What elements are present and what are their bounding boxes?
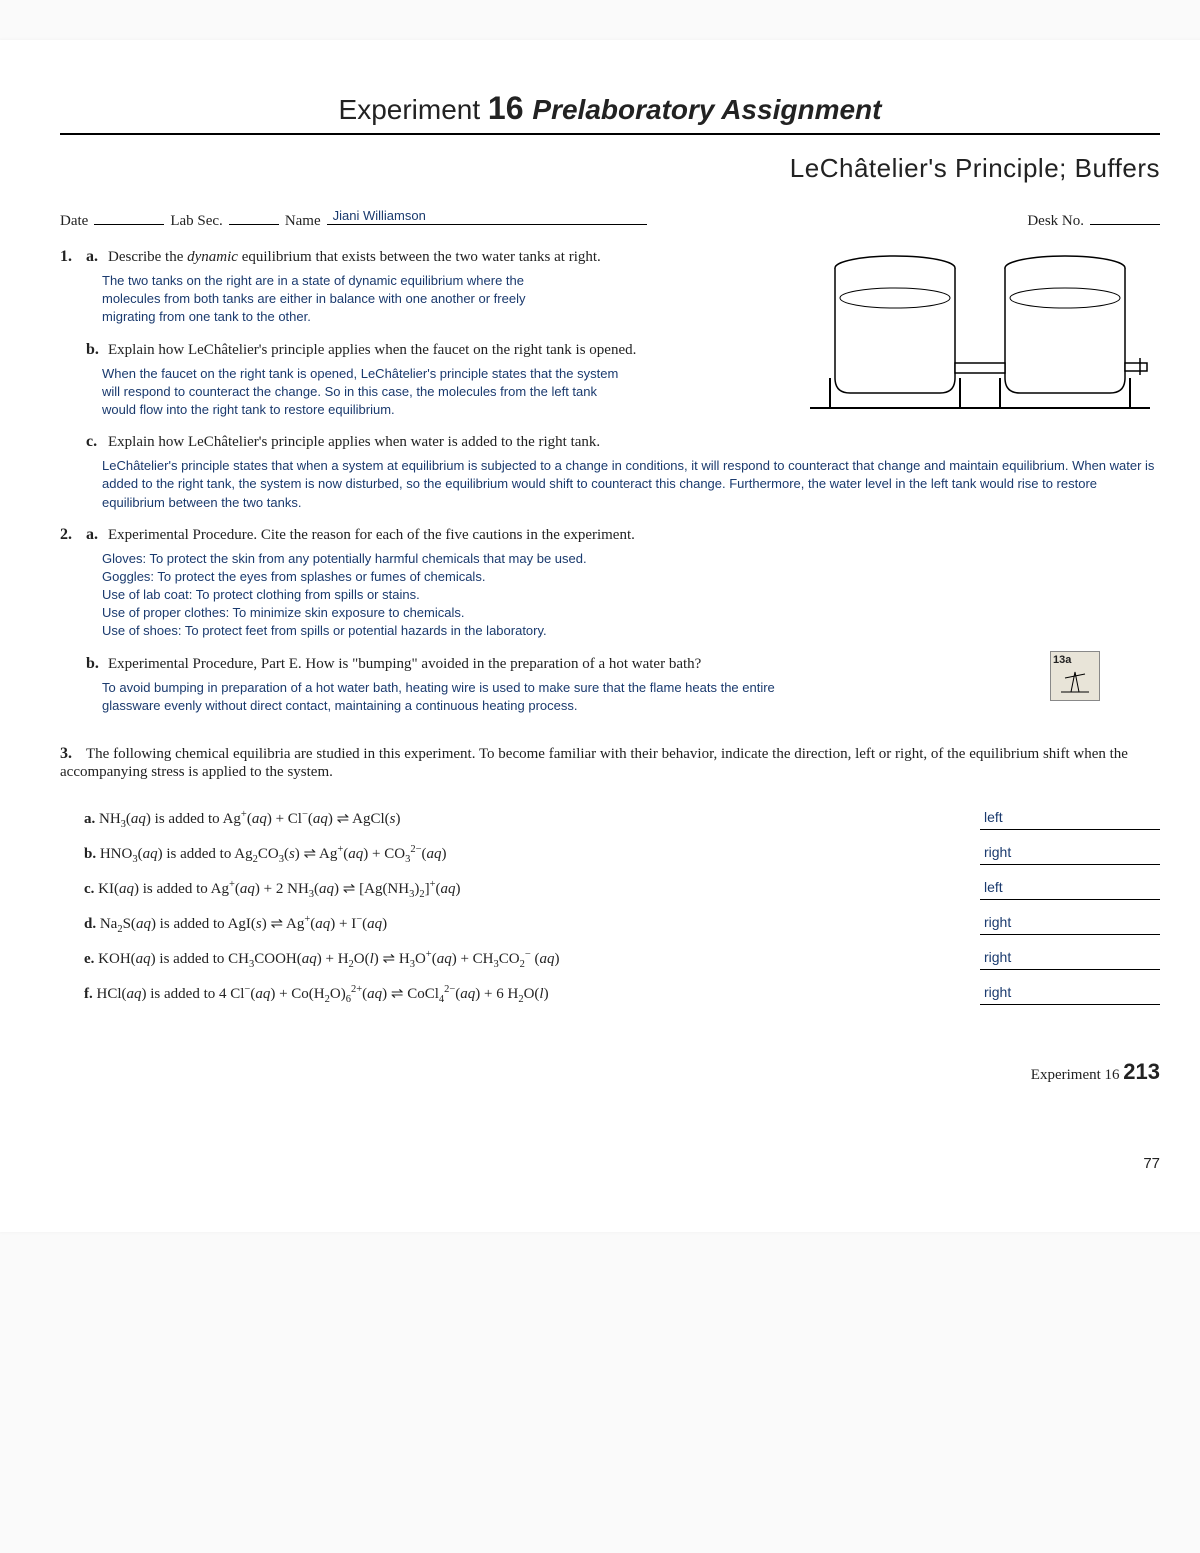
q2b-prompt: Experimental Procedure, Part E. How is "… [108,656,701,672]
q3-equation-row: c. KI(aq) is added to Ag+(aq) + 2 NH3(aq… [84,879,950,900]
q1-number: 1. [60,248,82,266]
footer-experiment: Experiment 16 213 [60,1059,1160,1085]
q3-answer-line[interactable]: left [980,879,1160,900]
q2a-prompt: Experimental Procedure. Cite the reason … [108,527,635,543]
q1c-prompt: Explain how LeChâtelier's principle appl… [108,434,600,450]
q3-answer-line[interactable]: right [980,844,1160,865]
q1c-answer: LeChâtelier's principle states that when… [102,457,1160,512]
q3-table: a. NH3(aq) is added to Ag+(aq) + Cl−(aq)… [84,795,1160,1019]
q3-equation-row: d. Na2S(aq) is added to AgI(s) ⇌ Ag+(aq)… [84,914,950,935]
q1a-letter: a. [86,248,104,266]
footer-page-number: 77 [60,1155,1160,1172]
q3-equation-row: a. NH3(aq) is added to Ag+(aq) + Cl−(aq)… [84,809,950,830]
q2-number: 2. [60,526,82,544]
title-experiment: Experiment [339,94,488,125]
stamp-13a: 13a [1050,651,1100,701]
title-prelab: Prelaboratory Assignment [532,94,881,125]
name-label: Name [285,213,321,230]
header-line: Date Lab Sec. Name Jiani Williamson Desk… [60,208,1160,230]
title-number: 16 [488,90,532,126]
date-label: Date [60,213,88,230]
labsec-blank[interactable] [229,208,279,225]
q1a-answer: The two tanks on the right are in a stat… [102,272,532,327]
title-bar: Experiment 16 Prelaboratory Assignment [60,90,1160,135]
tanks-diagram [800,248,1160,433]
q2a-answer: Gloves: To protect the skin from any pot… [102,550,1160,641]
date-blank[interactable] [94,208,164,225]
q3-answer-line[interactable]: right [980,949,1160,970]
q1-top: 1. a. Describe the dynamic equilibrium t… [60,248,1160,433]
q2b-letter: b. [86,655,104,673]
q2b-answer: To avoid bumping in preparation of a hot… [102,679,822,715]
q3-intro: The following chemical equilibria are st… [60,746,1128,780]
q3-number: 3. [60,745,82,763]
labsec-label: Lab Sec. [170,213,222,230]
q3-equation-row: b. HNO3(aq) is added to Ag2CO3(s) ⇌ Ag+(… [84,844,950,865]
name-blank[interactable]: Jiani Williamson [327,208,647,225]
q3-equation-row: f. HCl(aq) is added to 4 Cl−(aq) + Co(H2… [84,984,950,1005]
q1a-prompt: Describe the dynamic equilibrium that ex… [108,249,601,265]
q3-equation-row: e. KOH(aq) is added to CH3COOH(aq) + H2O… [84,949,950,970]
q1b-letter: b. [86,341,104,359]
subtitle: LeChâtelier's Principle; Buffers [60,153,1160,184]
q1b-answer: When the faucet on the right tank is ope… [102,365,622,420]
desk-blank[interactable] [1090,208,1160,225]
q3-answer-line[interactable]: right [980,984,1160,1005]
worksheet-page: Experiment 16 Prelaboratory Assignment L… [0,40,1200,1232]
desk-label: Desk No. [1027,213,1084,230]
q1b-prompt: Explain how LeChâtelier's principle appl… [108,342,636,358]
q2a-letter: a. [86,526,104,544]
q3-answer-line[interactable]: left [980,809,1160,830]
q1c-letter: c. [86,433,104,451]
name-value: Jiani Williamson [333,208,426,223]
q3-answer-line[interactable]: right [980,914,1160,935]
